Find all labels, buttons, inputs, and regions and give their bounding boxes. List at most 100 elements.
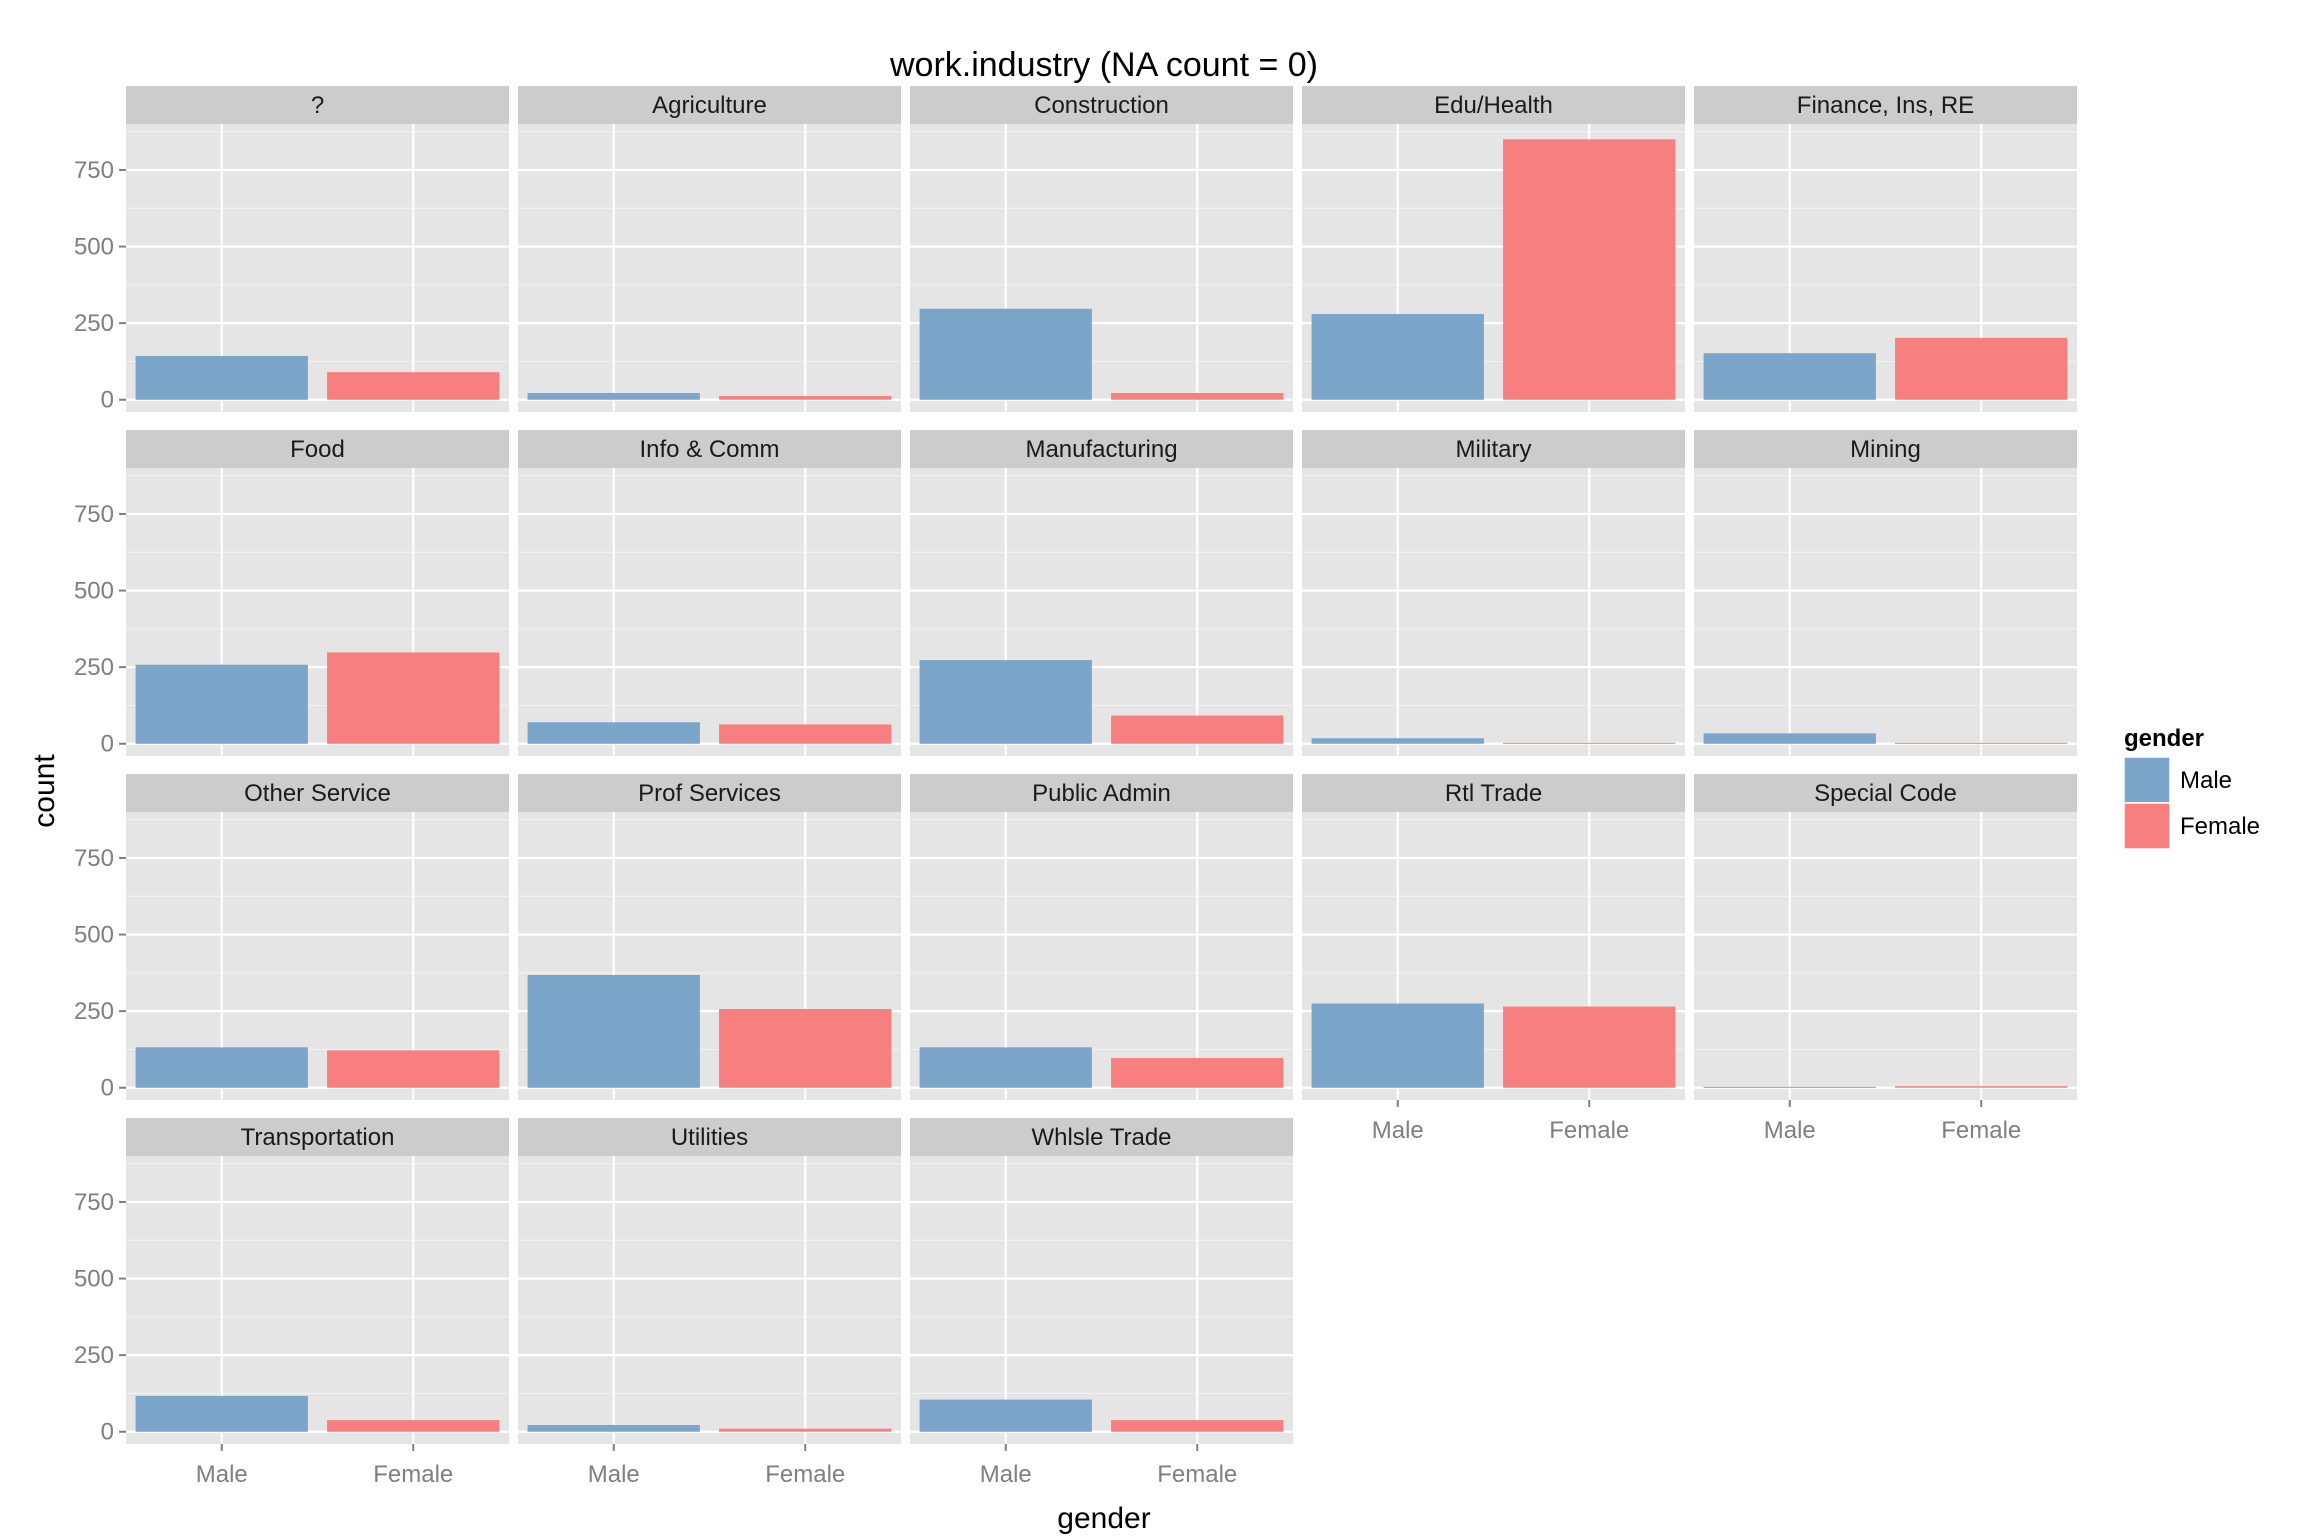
x-axis-title: gender bbox=[1057, 1502, 1150, 1535]
facet-strip bbox=[910, 1118, 1293, 1156]
facet-panel: Info & Comm bbox=[518, 430, 901, 756]
y-tick-label: 500 bbox=[74, 234, 114, 261]
bar-male bbox=[919, 308, 1092, 400]
bar-female bbox=[1111, 1420, 1284, 1432]
y-tick-label: 0 bbox=[101, 1419, 114, 1446]
panel-background bbox=[1694, 468, 2077, 756]
y-tick-label: 0 bbox=[101, 387, 114, 414]
y-tick-label: 750 bbox=[74, 157, 114, 184]
bar-male bbox=[527, 974, 700, 1088]
bar-male bbox=[1703, 1086, 1876, 1088]
bar-male bbox=[1703, 353, 1876, 400]
bar-female bbox=[1503, 1006, 1676, 1088]
facet-strip-label: ? bbox=[311, 92, 324, 119]
bar-male bbox=[1311, 313, 1484, 400]
facet-strip bbox=[1694, 430, 2077, 468]
x-tick-label: Male bbox=[1764, 1117, 1816, 1144]
x-tick-label: Male bbox=[196, 1461, 248, 1488]
facet-panel: Mining bbox=[1694, 430, 2077, 756]
facet-panel: Special Code Male Female bbox=[1694, 774, 2077, 1144]
facet-strip-label: Finance, Ins, RE bbox=[1797, 92, 1974, 119]
facet-panels: ? 0 250 500 750 Agriculture Construction Edu/He… bbox=[74, 86, 2077, 1488]
bar-male bbox=[527, 393, 700, 400]
facet-strip bbox=[518, 774, 901, 812]
facet-panel: Military bbox=[1302, 430, 1685, 756]
bar-male bbox=[527, 1425, 700, 1432]
bar-male bbox=[135, 355, 308, 400]
facet-strip bbox=[1694, 774, 2077, 812]
bar-female bbox=[719, 396, 892, 400]
y-tick-label: 0 bbox=[101, 1075, 114, 1102]
facet-panel: Finance, Ins, RE bbox=[1694, 86, 2077, 412]
bar-female bbox=[1895, 742, 2068, 744]
y-tick-label: 250 bbox=[74, 1342, 114, 1369]
bar-male bbox=[1311, 1003, 1484, 1088]
facet-panel: Other Service 0 250 500 750 bbox=[74, 774, 509, 1102]
facet-strip-label: Food bbox=[290, 436, 345, 463]
facet-panel: Whlsle Trade Male Female bbox=[910, 1118, 1293, 1488]
facet-strip bbox=[126, 86, 509, 124]
facet-strip bbox=[1694, 86, 2077, 124]
facet-strip bbox=[910, 774, 1293, 812]
facet-panel: Public Admin bbox=[910, 774, 1293, 1100]
y-tick-label: 250 bbox=[74, 998, 114, 1025]
legend-swatch-male bbox=[2123, 756, 2171, 804]
bar-male bbox=[919, 1047, 1092, 1088]
bar-male bbox=[1703, 733, 1876, 744]
facet-panel: Prof Services bbox=[518, 774, 901, 1100]
x-tick-label: Male bbox=[980, 1461, 1032, 1488]
facet-strip-label: Utilities bbox=[671, 1124, 748, 1151]
facet-strip bbox=[126, 430, 509, 468]
facet-strip bbox=[1302, 430, 1685, 468]
bar-male bbox=[135, 664, 308, 744]
y-tick-label: 750 bbox=[74, 1189, 114, 1216]
panel-background bbox=[1694, 812, 2077, 1100]
y-tick-label: 0 bbox=[101, 731, 114, 758]
legend-label-female: Female bbox=[2180, 813, 2260, 840]
panel-background bbox=[518, 468, 901, 756]
bar-male bbox=[135, 1047, 308, 1088]
facet-panel: Utilities Male Female bbox=[518, 1118, 901, 1488]
bar-female bbox=[719, 724, 892, 744]
facet-strip-label: Manufacturing bbox=[1025, 436, 1177, 463]
facet-panel: Transportation 0 250 500 750 Male Female bbox=[74, 1118, 509, 1488]
bar-female bbox=[327, 1050, 500, 1088]
chart-title: work.industry (NA count = 0) bbox=[889, 46, 1318, 84]
facet-strip bbox=[910, 430, 1293, 468]
legend: gender Male Female bbox=[2123, 725, 2260, 850]
legend-label-male: Male bbox=[2180, 767, 2232, 794]
facet-strip-label: Military bbox=[1456, 436, 1532, 463]
panel-background bbox=[518, 124, 901, 412]
facet-strip-label: Mining bbox=[1850, 436, 1921, 463]
x-tick-label: Male bbox=[1372, 1117, 1424, 1144]
y-axis-title: count bbox=[28, 754, 61, 828]
facet-strip-label: Prof Services bbox=[638, 780, 781, 807]
y-tick-label: 250 bbox=[74, 310, 114, 337]
y-tick-label: 750 bbox=[74, 845, 114, 872]
y-tick-label: 500 bbox=[74, 578, 114, 605]
bar-male bbox=[919, 660, 1092, 744]
facet-panel: Construction bbox=[910, 86, 1293, 412]
facet-strip bbox=[518, 430, 901, 468]
facet-strip-label: Public Admin bbox=[1032, 780, 1171, 807]
facet-strip bbox=[1302, 774, 1685, 812]
legend-items: Male Female bbox=[2123, 756, 2260, 850]
facet-strip-label: Agriculture bbox=[652, 92, 767, 119]
bar-female bbox=[1111, 393, 1284, 400]
facet-panel: Edu/Health bbox=[1302, 86, 1685, 412]
facet-strip-label: Info & Comm bbox=[639, 436, 779, 463]
bar-female bbox=[719, 1428, 892, 1432]
facet-strip-label: Other Service bbox=[244, 780, 391, 807]
bar-female bbox=[327, 652, 500, 744]
legend-swatch-female bbox=[2123, 802, 2171, 850]
bar-female bbox=[327, 1420, 500, 1432]
bar-female bbox=[1503, 139, 1676, 400]
legend-title: gender bbox=[2124, 725, 2204, 752]
y-tick-label: 750 bbox=[74, 501, 114, 528]
x-tick-label: Female bbox=[1941, 1117, 2021, 1144]
y-tick-label: 500 bbox=[74, 1266, 114, 1293]
x-tick-label: Male bbox=[588, 1461, 640, 1488]
panel-background bbox=[518, 1156, 901, 1444]
facet-strip-label: Special Code bbox=[1814, 780, 1957, 807]
